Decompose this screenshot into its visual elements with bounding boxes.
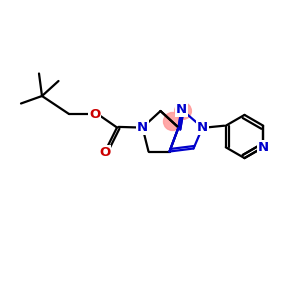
- Text: O: O: [99, 146, 111, 159]
- Text: N: N: [137, 121, 148, 134]
- Text: O: O: [89, 107, 100, 121]
- Circle shape: [164, 112, 181, 130]
- Text: N: N: [176, 103, 187, 116]
- Text: N: N: [258, 141, 269, 154]
- Circle shape: [175, 103, 191, 119]
- Text: N: N: [137, 121, 148, 134]
- Text: N: N: [197, 121, 208, 134]
- Text: O: O: [99, 146, 111, 159]
- Text: O: O: [89, 107, 100, 121]
